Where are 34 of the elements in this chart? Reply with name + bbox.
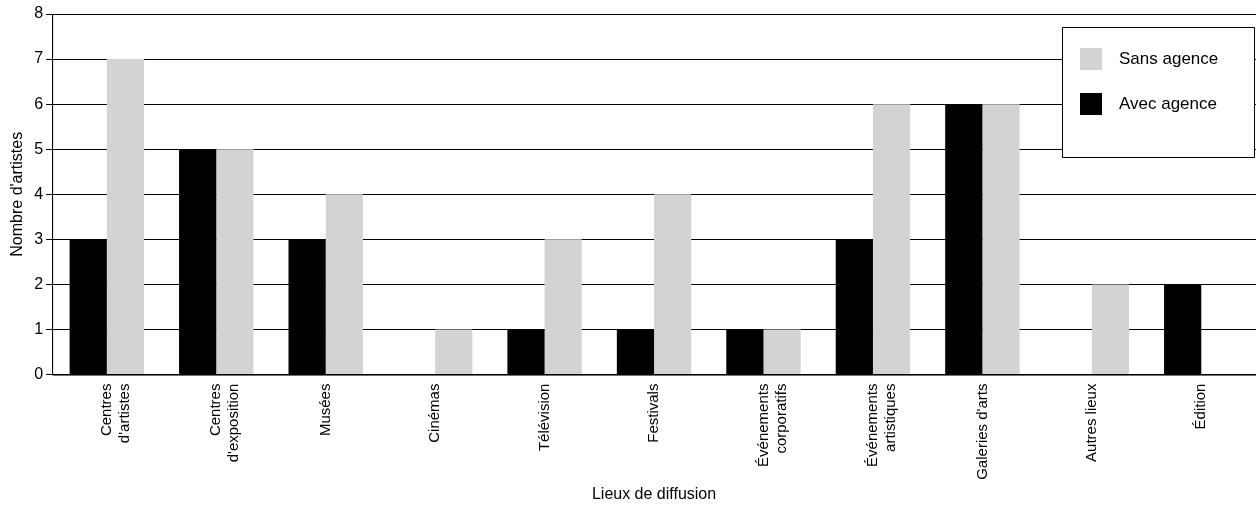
x-tick-label: Édition xyxy=(1191,383,1209,430)
legend-label: Avec agence xyxy=(1119,93,1217,113)
x-tick-label: Télévision xyxy=(534,383,552,452)
y-tick-label: 8 xyxy=(34,4,44,22)
x-tick-label: Autres lieux xyxy=(1081,383,1099,462)
x-tick-label: Événements artistiques xyxy=(863,383,899,467)
y-axis-title: Nombre d'artistes xyxy=(8,131,26,257)
y-tick-label: 3 xyxy=(34,229,44,247)
bar xyxy=(216,149,254,375)
bar xyxy=(1091,284,1130,375)
bar xyxy=(325,194,363,375)
bar xyxy=(544,239,582,375)
legend-label: Sans agence xyxy=(1119,48,1219,68)
x-axis-title: Lieux de diffusion xyxy=(591,484,717,502)
bar xyxy=(654,194,692,375)
x-tick-label: Musées xyxy=(315,383,333,437)
x-tick-label: Centres d'artistes xyxy=(96,383,132,444)
y-tick-label: 0 xyxy=(34,364,44,382)
y-tick-label: 4 xyxy=(34,184,44,202)
x-tick-label: Galeries d'arts xyxy=(972,383,990,480)
y-tick-label: 2 xyxy=(34,274,44,292)
bar xyxy=(435,329,473,375)
y-tick-label: 7 xyxy=(34,49,44,67)
x-tick-label: Événements corporatifs xyxy=(753,383,789,467)
y-tick-label: 5 xyxy=(34,139,44,157)
x-tick-label: Festivals xyxy=(644,383,662,443)
y-tick-label: 6 xyxy=(34,94,44,112)
bar xyxy=(106,59,145,375)
bar xyxy=(763,329,801,375)
x-tick-label: Centres d'exposition xyxy=(206,383,242,463)
x-tick-label: Cinémas xyxy=(425,383,443,443)
bar xyxy=(872,104,911,375)
bar xyxy=(982,104,1020,375)
y-tick-label: 1 xyxy=(34,319,44,337)
